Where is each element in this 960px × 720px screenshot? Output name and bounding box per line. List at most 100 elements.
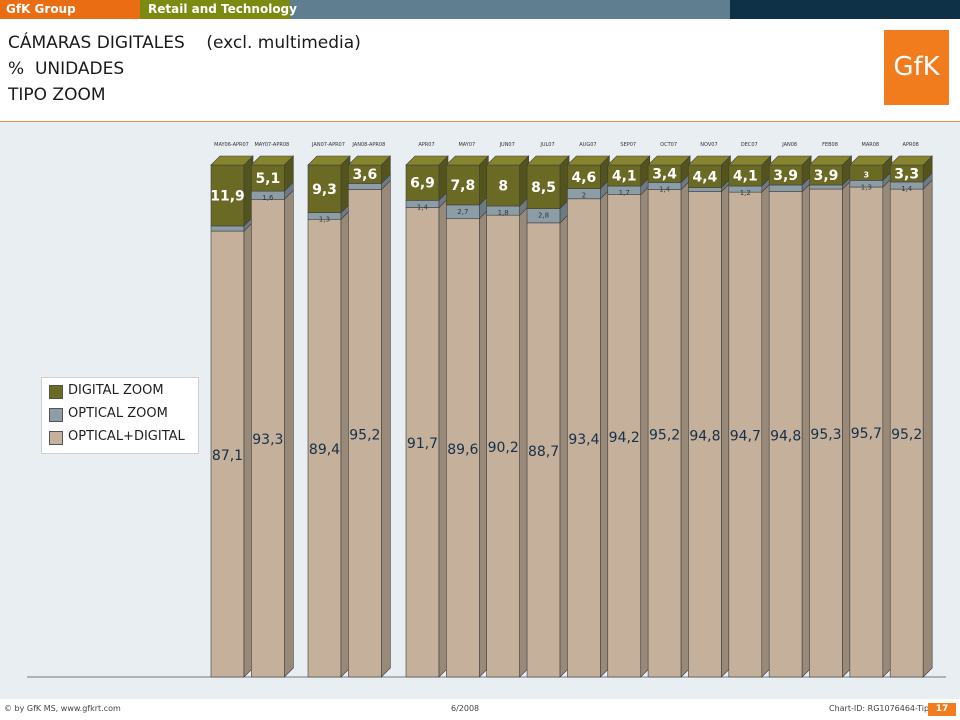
bar-digital-zoom <box>446 164 480 206</box>
legend-swatch-optical-zoom <box>49 408 63 422</box>
bar-top-face <box>647 155 691 166</box>
data-label-optical-zoom: 1,3 <box>861 183 872 191</box>
data-label-digital-zoom: 5,1 <box>255 171 280 187</box>
category-label: JAN07-APR07 <box>311 142 345 148</box>
data-label-digital-zoom: 7,8 <box>450 178 475 194</box>
footer: © by GfK MS, www.gfkrt.com 6/2008 Chart-… <box>0 699 960 720</box>
title-line-1: CÁMARAS DIGITALES (excl. multimedia) <box>8 30 361 56</box>
bar-top-face <box>485 155 530 166</box>
data-label-optical-zoom: 2 <box>582 192 586 200</box>
legend-swatch-digital-zoom <box>49 385 63 399</box>
data-label-optical-digital: 95,7 <box>851 426 882 442</box>
bar-optical-digital <box>889 188 924 678</box>
bar-optical-digital <box>768 191 803 678</box>
data-label-digital-zoom: 11,9 <box>210 188 245 204</box>
data-label-optical-digital: 89,6 <box>447 442 478 458</box>
data-label-optical-zoom: 1,4 <box>901 185 913 193</box>
category-label: APR08 <box>903 142 919 148</box>
category-label: APR07 <box>418 142 434 148</box>
category-label: JUN07 <box>499 142 515 148</box>
data-label-optical-digital: 95,3 <box>810 427 841 443</box>
bar-top-face <box>808 155 853 166</box>
bar-optical-digital <box>849 186 884 678</box>
data-label-optical-digital: 90,2 <box>488 440 519 456</box>
data-label-digital-zoom: 4,1 <box>733 168 758 184</box>
page-number: 17 <box>928 703 956 716</box>
bar-top-face <box>250 155 295 166</box>
bar-optical-digital <box>486 214 521 678</box>
bar-optical-zoom <box>809 184 843 190</box>
bar-top-face <box>768 155 812 166</box>
data-label-digital-zoom: 3,4 <box>652 167 677 183</box>
bar-optical-digital <box>405 207 440 678</box>
data-label-optical-digital: 87,1 <box>212 448 243 464</box>
bar-top-face <box>347 155 392 166</box>
bar-top-face <box>849 155 893 166</box>
bar-top-face <box>210 155 254 166</box>
data-label-digital-zoom: 3,9 <box>814 168 839 184</box>
bar-side-optical-digital <box>922 179 933 678</box>
bar-top-face <box>445 155 490 166</box>
legend: DIGITAL ZOOM OPTICAL ZOOM OPTICAL+DIGITA… <box>41 377 199 454</box>
section-bar <box>140 0 290 19</box>
data-label-optical-digital: 94,8 <box>770 428 801 444</box>
bar-optical-digital <box>348 189 382 678</box>
title-line-2: % UNIDADES <box>8 59 125 79</box>
bar-optical-digital <box>307 218 342 678</box>
bar-top-face <box>526 155 570 166</box>
top-bar: GfK Group Retail and Technology <box>0 0 960 19</box>
section-label: Retail and Technology <box>148 2 297 16</box>
bar-top-face <box>728 155 772 166</box>
category-label: MAY06-APR07 <box>214 142 249 148</box>
bar-optical-digital <box>251 199 285 678</box>
data-label-optical-zoom: 1,4 <box>659 185 671 193</box>
category-label: AUG07 <box>579 142 596 148</box>
title-note: (excl. multimedia) <box>206 33 361 53</box>
brand-label: GfK Group <box>6 2 76 16</box>
category-label: JAN08-APR08 <box>351 142 385 148</box>
data-label-optical-digital: 88,7 <box>528 444 559 460</box>
data-label-optical-digital: 95,2 <box>891 427 922 443</box>
bar-top-face <box>566 155 611 166</box>
bar-optical-zoom <box>688 187 722 192</box>
footer-copyright: © by GfK MS, www.gfkrt.com <box>4 704 121 713</box>
bar-top-face <box>307 155 351 166</box>
data-label-digital-zoom: 4,4 <box>693 169 718 185</box>
data-label-optical-zoom: 1,4 <box>417 203 429 211</box>
data-label-digital-zoom: 4,6 <box>571 170 596 186</box>
slide-titles: CÁMARAS DIGITALES (excl. multimedia) % U… <box>8 30 361 108</box>
data-label-optical-digital: 93,4 <box>568 432 599 448</box>
footer-date: 6/2008 <box>451 704 480 713</box>
category-label: JAN08 <box>781 142 797 148</box>
data-label-optical-zoom: 1,2 <box>740 189 751 197</box>
footer-chart-id: Chart-ID: RG1076464-Tip <box>829 704 930 713</box>
stacked-bar-chart: MAY06-APR07 87,1 11,9 MAY07-APR08 93,3 1,6 5,1… <box>27 142 946 678</box>
bar-optical-zoom <box>210 225 245 232</box>
data-label-digital-zoom: 3,6 <box>352 167 377 183</box>
bar-top-face <box>607 155 651 166</box>
bar-optical-zoom <box>768 184 803 192</box>
category-label: SEP07 <box>620 142 636 148</box>
data-label-digital-zoom: 8,5 <box>531 180 556 196</box>
category-label: MAR08 <box>862 142 880 148</box>
data-label-optical-digital: 94,7 <box>730 429 761 445</box>
data-label-digital-zoom: 3 <box>864 171 870 180</box>
gfk-logo: GfK <box>884 30 949 105</box>
data-label-optical-digital: 93,3 <box>252 432 283 448</box>
data-label-optical-digital: 89,4 <box>309 442 340 458</box>
category-label: DEC07 <box>741 142 758 148</box>
legend-label-optical-zoom: OPTICAL ZOOM <box>68 406 168 421</box>
data-label-digital-zoom: 3,3 <box>894 166 919 182</box>
legend-swatch-optical-digital <box>49 431 63 445</box>
bar-optical-digital <box>526 222 561 678</box>
data-label-optical-digital: 94,8 <box>689 428 720 444</box>
bar-side-optical-digital <box>284 189 294 678</box>
bar-top-face <box>687 155 732 166</box>
data-label-optical-zoom: 1,3 <box>319 216 330 224</box>
legend-label-digital-zoom: DIGITAL ZOOM <box>68 383 164 398</box>
legend-label-optical-digital: OPTICAL+DIGITAL <box>68 429 185 444</box>
bar-optical-zoom <box>348 183 382 190</box>
header-rule <box>0 121 960 122</box>
category-label: FEB08 <box>822 142 838 148</box>
category-label: JUL07 <box>539 142 554 148</box>
